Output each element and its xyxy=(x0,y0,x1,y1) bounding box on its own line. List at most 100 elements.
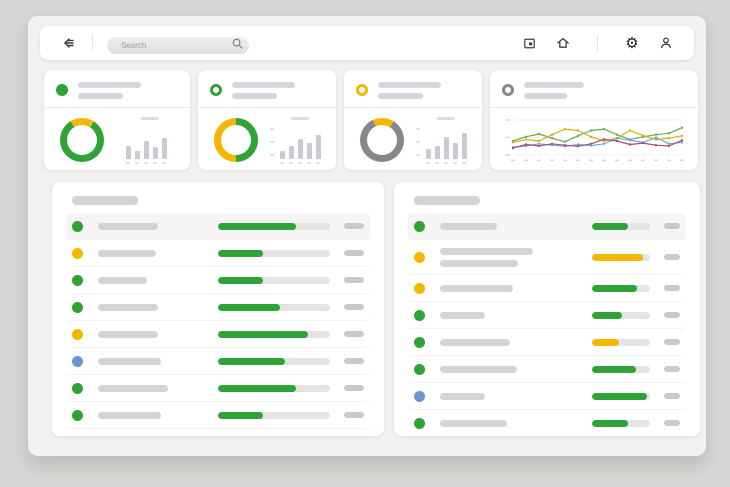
axis-tick xyxy=(270,154,274,156)
progress-fill xyxy=(218,222,297,230)
title-placeholder xyxy=(524,81,584,88)
overview-icon[interactable] xyxy=(517,31,541,55)
value-placeholder xyxy=(344,304,364,310)
list-item[interactable] xyxy=(408,329,686,356)
list-item[interactable] xyxy=(66,213,370,240)
title-placeholder xyxy=(232,92,277,99)
mini-bar-chart xyxy=(270,116,324,164)
progress-fill xyxy=(218,249,263,257)
stat-card[interactable] xyxy=(490,70,698,170)
list-item[interactable] xyxy=(408,410,686,436)
text-placeholder xyxy=(98,249,156,257)
progress-bar xyxy=(592,392,650,400)
value-placeholder xyxy=(664,420,680,426)
search-box[interactable] xyxy=(107,35,249,55)
status-indicator-yellow xyxy=(356,84,368,96)
list-item[interactable] xyxy=(408,383,686,410)
progress-fill xyxy=(218,411,263,419)
title-placeholder xyxy=(524,92,567,99)
bar xyxy=(298,138,303,159)
axis-tick xyxy=(416,128,420,130)
axis-tick xyxy=(153,162,157,164)
donut-chart xyxy=(214,118,258,162)
value-placeholder xyxy=(664,339,680,345)
text-placeholder xyxy=(98,357,161,365)
value-placeholder xyxy=(344,358,364,364)
progress-fill xyxy=(592,253,644,261)
text-placeholder xyxy=(98,303,158,311)
mini-bar-chart xyxy=(116,116,178,164)
bar xyxy=(444,136,449,159)
stat-card[interactable] xyxy=(44,70,190,170)
progress-fill xyxy=(218,384,297,392)
axis-tick xyxy=(289,162,293,164)
home-icon[interactable] xyxy=(551,31,575,55)
list-panels xyxy=(52,182,700,436)
progress-fill xyxy=(218,357,286,365)
status-indicator-green xyxy=(210,84,222,96)
bar xyxy=(462,133,467,159)
axis-tick xyxy=(316,162,320,164)
title-placeholder xyxy=(232,81,295,88)
progress-bar xyxy=(218,384,330,392)
list-item[interactable] xyxy=(408,356,686,383)
settings-gear-icon[interactable]: ⚙ xyxy=(625,34,639,52)
bar xyxy=(426,149,431,159)
progress-fill xyxy=(592,392,647,400)
list-item[interactable] xyxy=(66,240,370,267)
progress-bar xyxy=(218,303,330,311)
value-placeholder xyxy=(664,312,680,318)
list-item[interactable] xyxy=(66,321,370,348)
search-icon xyxy=(231,37,244,55)
text-placeholder xyxy=(98,384,168,392)
stat-card[interactable] xyxy=(344,70,482,170)
progress-bar xyxy=(218,249,330,257)
axis-tick xyxy=(270,128,274,130)
status-dot-green xyxy=(72,409,83,421)
line-chart xyxy=(505,119,684,162)
card-divider xyxy=(344,107,482,108)
axis-tick xyxy=(144,162,148,164)
list-item[interactable] xyxy=(408,240,686,275)
progress-fill xyxy=(592,365,637,373)
axis-tick xyxy=(435,162,439,164)
topbar-divider xyxy=(597,35,598,51)
card-header xyxy=(210,79,324,101)
stat-card[interactable] xyxy=(198,70,336,170)
list-item[interactable] xyxy=(66,375,370,402)
stat-cards-row xyxy=(44,70,698,170)
progress-bar xyxy=(218,276,330,284)
progress-bar xyxy=(592,338,650,346)
bar xyxy=(435,145,440,159)
progress-bar xyxy=(592,222,650,230)
progress-fill xyxy=(218,330,308,338)
progress-fill xyxy=(592,284,638,292)
status-dot-yellow xyxy=(414,251,425,263)
progress-bar xyxy=(592,253,650,261)
user-account-icon[interactable] xyxy=(654,31,678,55)
value-placeholder xyxy=(664,285,680,291)
text-placeholder xyxy=(440,392,485,400)
text-placeholder xyxy=(440,419,507,427)
panel-title-placeholder xyxy=(72,196,138,205)
status-dot-green xyxy=(72,382,83,394)
list-item[interactable] xyxy=(66,294,370,321)
sidebar-collapse-icon[interactable] xyxy=(56,31,80,55)
value-placeholder xyxy=(344,250,364,256)
right-panel xyxy=(394,182,700,436)
list-item[interactable] xyxy=(66,267,370,294)
list-item[interactable] xyxy=(66,402,370,429)
text-placeholder xyxy=(98,276,147,284)
card-divider xyxy=(44,107,190,108)
list-item[interactable] xyxy=(408,275,686,302)
chart-caption-placeholder xyxy=(141,117,160,120)
list-item[interactable] xyxy=(408,302,686,329)
list-item[interactable] xyxy=(66,348,370,375)
list-item[interactable] xyxy=(408,213,686,240)
series-green xyxy=(512,127,683,143)
text-placeholder xyxy=(440,247,533,255)
text-placeholder xyxy=(98,330,158,338)
card-divider xyxy=(198,107,336,108)
bar xyxy=(307,143,312,159)
search-input[interactable] xyxy=(107,36,249,54)
